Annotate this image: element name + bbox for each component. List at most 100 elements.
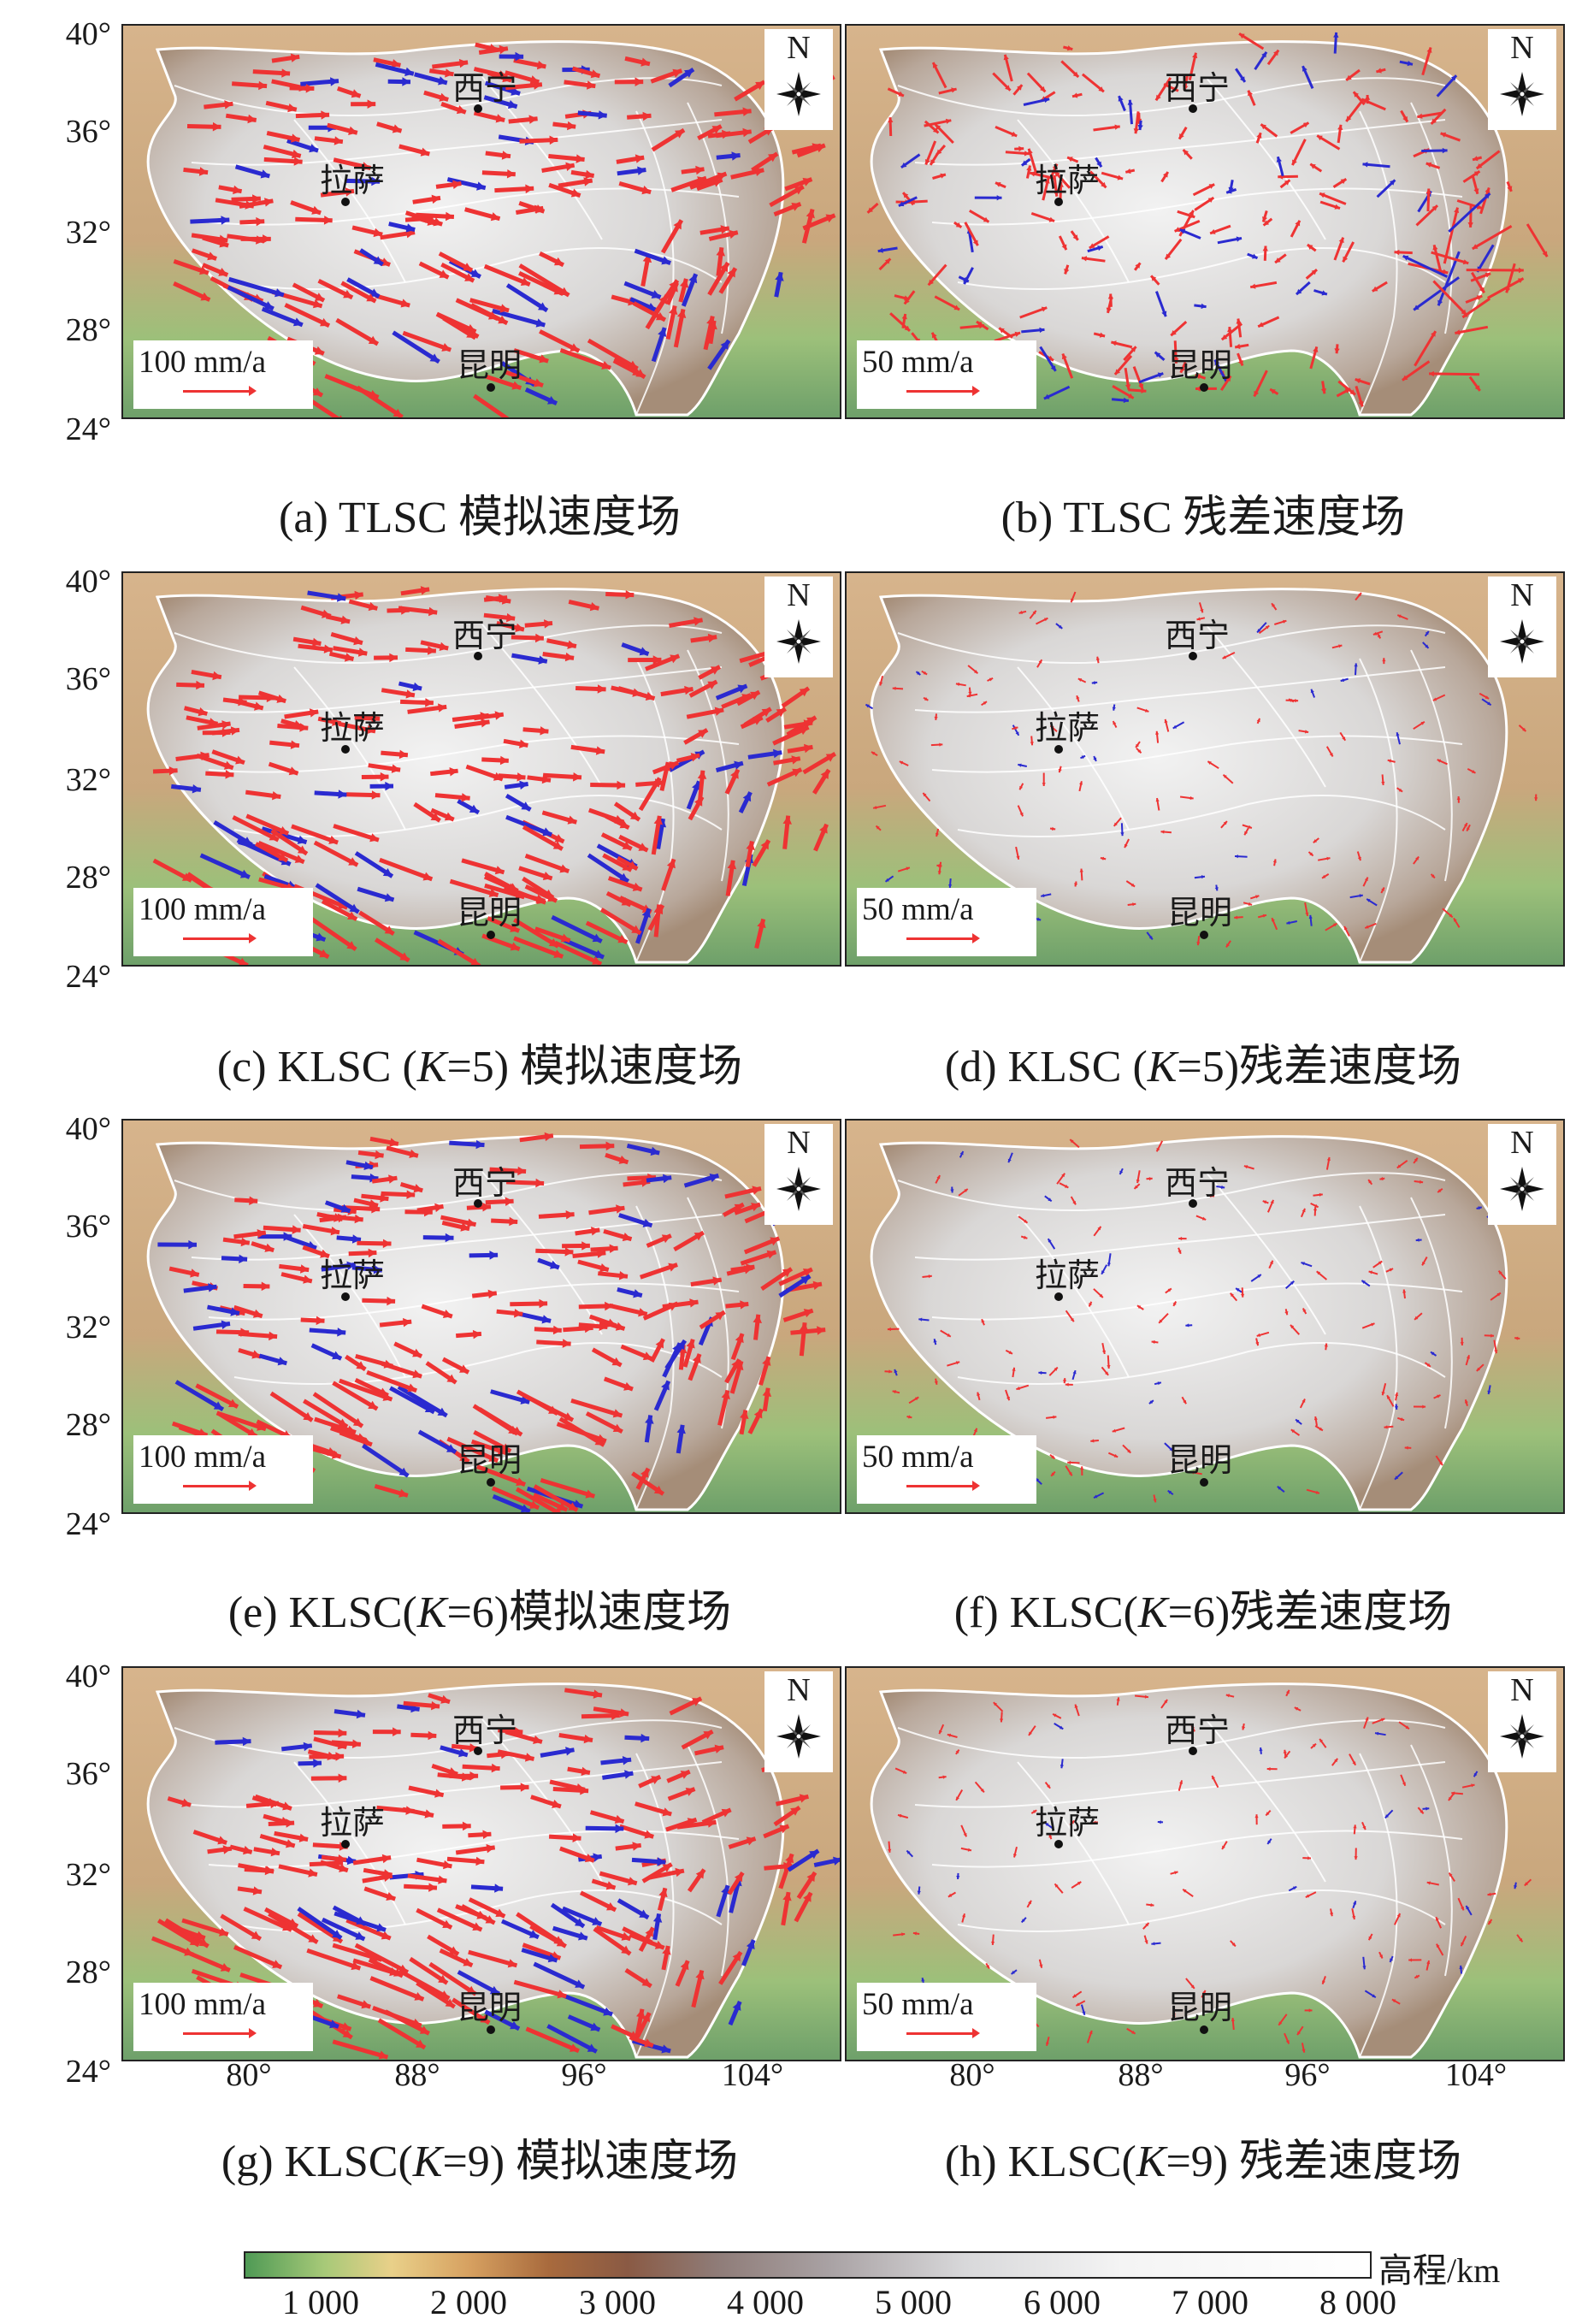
velocity-vector bbox=[1112, 720, 1118, 729]
velocity-vector bbox=[1284, 1309, 1289, 1316]
velocity-vector bbox=[696, 177, 723, 192]
velocity-vector bbox=[1334, 344, 1340, 354]
velocity-vector bbox=[525, 2026, 580, 2054]
velocity-vector bbox=[1487, 1385, 1491, 1395]
velocity-vector bbox=[1196, 936, 1201, 946]
velocity-vector bbox=[1284, 1750, 1291, 1759]
velocity-vector bbox=[291, 824, 339, 845]
velocity-vector bbox=[1440, 132, 1461, 142]
velocity-vector bbox=[1349, 1753, 1357, 1766]
panel-caption-e: (e) KLSC(K=6)模拟速度场 bbox=[227, 1588, 732, 1637]
velocity-vector bbox=[1179, 228, 1201, 239]
velocity-vector bbox=[1453, 917, 1461, 928]
velocity-vector bbox=[1372, 281, 1388, 293]
velocity-vector bbox=[1195, 373, 1207, 380]
velocity-vector bbox=[259, 1833, 296, 1848]
city-marker-xining bbox=[474, 1199, 482, 1208]
velocity-vector bbox=[192, 1320, 231, 1331]
velocity-vector bbox=[581, 1711, 620, 1720]
velocity-vector bbox=[157, 1239, 198, 1250]
north-arrow: N bbox=[1488, 1671, 1556, 1772]
velocity-vector bbox=[298, 1759, 322, 1768]
velocity-vector bbox=[1262, 245, 1268, 261]
velocity-vector bbox=[1238, 33, 1265, 50]
velocity-vector bbox=[1112, 385, 1135, 399]
velocity-vector bbox=[432, 58, 469, 69]
velocity-vector bbox=[1182, 1888, 1194, 1898]
velocity-vector bbox=[669, 1696, 703, 1716]
elevation-colorbar bbox=[244, 2251, 1372, 2279]
velocity-vector bbox=[314, 1416, 357, 1434]
velocity-vector bbox=[1506, 180, 1513, 192]
velocity-vector bbox=[263, 145, 302, 159]
velocity-vector bbox=[931, 62, 947, 89]
lat-tick-label: 36° bbox=[65, 1756, 111, 1792]
velocity-vector bbox=[1325, 746, 1334, 757]
velocity-vector bbox=[802, 752, 836, 775]
velocity-vector bbox=[1400, 109, 1409, 123]
velocity-vector bbox=[948, 878, 953, 889]
scale-arrow bbox=[906, 933, 980, 943]
velocity-vector bbox=[579, 1141, 615, 1151]
fault-line bbox=[1017, 119, 1130, 283]
velocity-vector bbox=[1310, 1203, 1319, 1209]
city-label-kunming: 昆明 bbox=[457, 1443, 522, 1479]
fault-line bbox=[1205, 624, 1326, 788]
velocity-vector bbox=[1325, 1156, 1331, 1170]
velocity-vector bbox=[894, 1767, 907, 1775]
velocity-vector bbox=[428, 68, 454, 78]
velocity-vector bbox=[1271, 917, 1278, 931]
velocity-vector bbox=[375, 293, 410, 308]
velocity-vector bbox=[599, 1871, 638, 1886]
velocity-vector bbox=[354, 713, 381, 724]
velocity-vector bbox=[541, 162, 576, 173]
map-panel-e: 西宁 拉萨 昆明 N 100 mm/a bbox=[121, 1119, 841, 1514]
velocity-vector bbox=[516, 1389, 559, 1416]
velocity-vector bbox=[400, 586, 430, 596]
velocity-vector bbox=[716, 127, 752, 139]
velocity-vector bbox=[1243, 902, 1253, 906]
velocity-vector bbox=[1048, 1833, 1053, 1840]
colorbar-tick-label: 1 000 bbox=[282, 2283, 359, 2321]
velocity-vector bbox=[773, 1805, 801, 1827]
velocity-vector bbox=[900, 153, 921, 169]
velocity-vector bbox=[1355, 377, 1371, 386]
velocity-vector bbox=[724, 768, 741, 795]
velocity-vector bbox=[1036, 617, 1048, 625]
city-marker-lhasa bbox=[341, 745, 350, 754]
velocity-vector bbox=[1000, 1712, 1004, 1723]
lat-tick-label: 40° bbox=[65, 564, 111, 600]
velocity-vector bbox=[238, 1348, 262, 1359]
velocity-vector bbox=[884, 1369, 893, 1374]
velocity-vector bbox=[1217, 236, 1243, 245]
velocity-vector bbox=[921, 670, 928, 676]
velocity-vector bbox=[321, 899, 358, 922]
velocity-vector bbox=[303, 1399, 349, 1429]
velocity-vector bbox=[1049, 1453, 1056, 1460]
map-panel-b: 西宁 拉萨 昆明 N 50 mm/a bbox=[845, 24, 1565, 419]
velocity-vector bbox=[1091, 681, 1098, 685]
fault-line bbox=[174, 624, 723, 664]
velocity-vector bbox=[533, 1484, 579, 1512]
velocity-vector bbox=[534, 926, 571, 943]
lat-tick-label: 36° bbox=[65, 114, 111, 150]
velocity-vector bbox=[721, 693, 753, 709]
velocity-vector bbox=[1194, 303, 1207, 310]
colorbar-tick-label: 3 000 bbox=[579, 2283, 656, 2321]
velocity-vector bbox=[1198, 602, 1204, 613]
velocity-vector bbox=[1079, 868, 1083, 881]
velocity-vector bbox=[186, 121, 221, 132]
velocity-vector bbox=[207, 1845, 233, 1854]
velocity-vector bbox=[1164, 238, 1183, 261]
velocity-vector bbox=[981, 701, 988, 707]
velocity-vector bbox=[449, 878, 499, 897]
city-label-xining: 西宁 bbox=[452, 71, 518, 107]
velocity-vector bbox=[1372, 1718, 1385, 1724]
velocity-vector bbox=[613, 801, 641, 822]
velocity-vector bbox=[1126, 2027, 1136, 2035]
velocity-vector bbox=[657, 1887, 668, 1912]
velocity-vector bbox=[936, 145, 947, 156]
city-label-lhasa: 拉萨 bbox=[320, 1258, 386, 1294]
velocity-vector bbox=[688, 1353, 702, 1381]
north-arrow: N bbox=[764, 1124, 833, 1225]
